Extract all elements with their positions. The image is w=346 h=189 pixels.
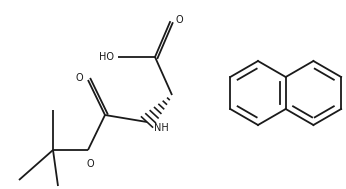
Text: O: O [86, 159, 94, 169]
Text: NH: NH [154, 123, 169, 133]
Text: O: O [176, 15, 184, 25]
Text: HO: HO [99, 52, 114, 62]
Text: O: O [75, 73, 83, 83]
